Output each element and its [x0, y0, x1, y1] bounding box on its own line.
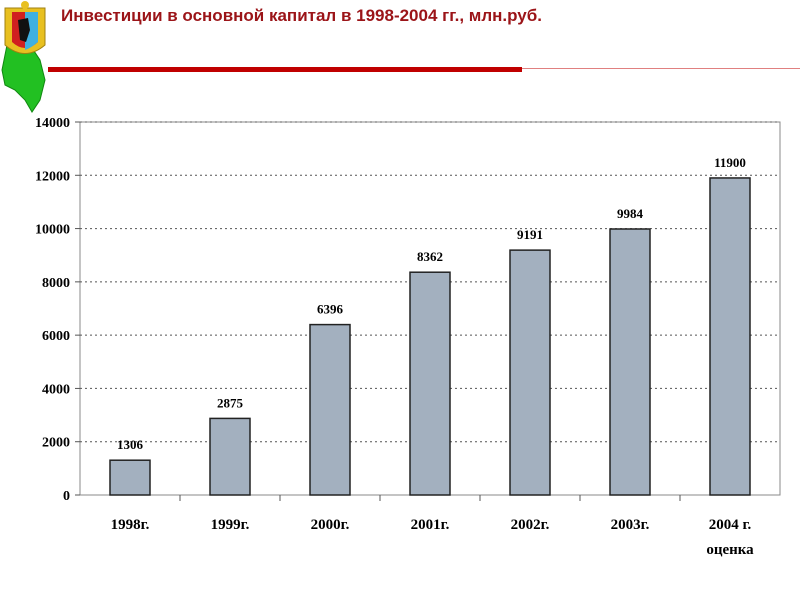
bar	[409, 271, 451, 496]
y-tick-label: 6000	[42, 329, 70, 344]
y-tick-label: 4000	[42, 382, 70, 397]
page-title: Инвестиции в основной капитал в 1998-200…	[61, 6, 542, 25]
x-tick-label: 2002г.	[511, 517, 550, 533]
bar	[609, 228, 651, 496]
data-label: 9984	[617, 206, 644, 221]
y-tick-label: 8000	[42, 276, 70, 291]
y-tick-label: 14000	[35, 116, 70, 131]
data-label: 8362	[417, 249, 443, 264]
title-underline	[48, 67, 522, 72]
x-tick-label: 2000г.	[311, 517, 350, 533]
x-tick-label: 1999г.	[211, 517, 250, 533]
x-tick-label: 2001г.	[411, 517, 450, 533]
bar	[309, 323, 351, 496]
y-tick-label: 0	[63, 489, 70, 504]
title-underline-thin	[522, 68, 800, 69]
y-tick-label: 12000	[35, 169, 70, 184]
x-tick-label: 2003г.	[611, 517, 650, 533]
data-label: 9191	[517, 227, 543, 242]
data-label: 11900	[714, 155, 746, 170]
y-tick-label: 10000	[35, 223, 70, 238]
bar	[709, 177, 751, 496]
data-label: 2875	[217, 395, 244, 410]
x-tick-label: 1998г.	[111, 517, 150, 533]
y-tick-label: 2000	[42, 436, 70, 451]
bar	[509, 249, 551, 496]
x-tick-label: оценка	[706, 542, 754, 558]
x-tick-label: 2004 г.	[709, 517, 752, 533]
bar	[109, 459, 151, 496]
data-label: 1306	[117, 437, 144, 452]
karelia-emblem-map-logo	[1, 1, 46, 113]
data-label: 6396	[317, 302, 344, 317]
bar	[209, 417, 251, 496]
